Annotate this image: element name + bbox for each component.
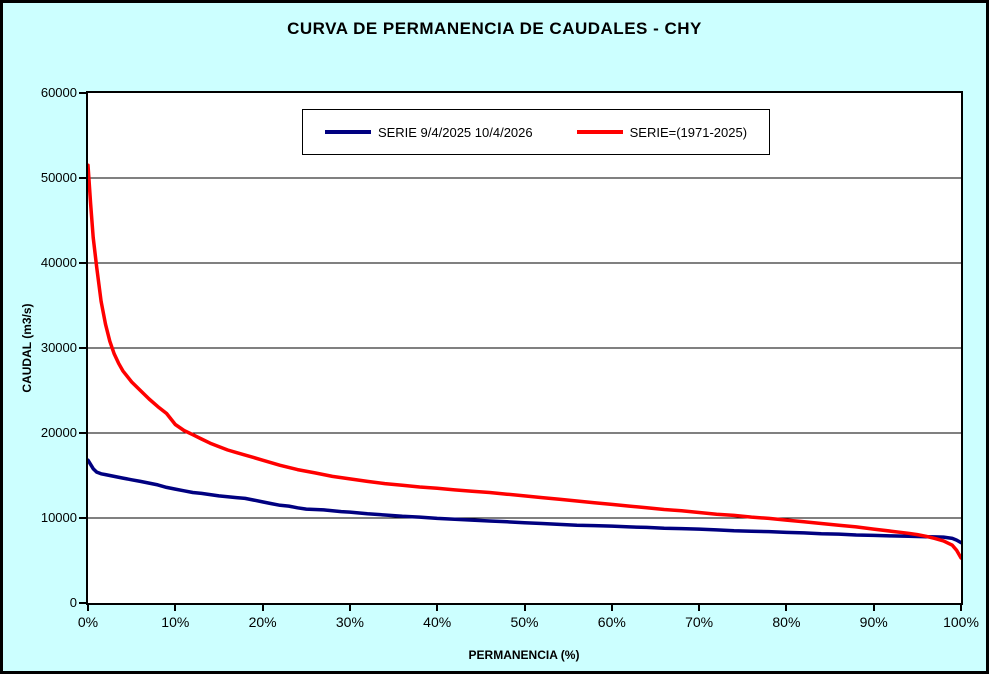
x-axis-tick-label: 50% (510, 614, 539, 630)
y-axis-tick-label: 60000 (40, 85, 77, 100)
y-axis-tick-label: 20000 (40, 425, 77, 440)
x-axis-tick (87, 603, 89, 611)
x-axis-tick (174, 603, 177, 611)
x-axis-tick (523, 603, 526, 611)
x-axis-tick-label: 10% (161, 614, 190, 630)
legend-label: SERIE 9/4/2025 10/4/2026 (377, 124, 533, 140)
legend-entry-series-historic: SERIE=(1971-2025) (576, 124, 748, 140)
y-axis-tick (79, 262, 88, 264)
x-axis-tick (785, 603, 788, 611)
y-axis-tick-label: 0 (69, 595, 77, 610)
series-line-1 (88, 163, 961, 560)
x-axis-tick (698, 603, 701, 611)
legend: SERIE 9/4/2025 10/4/2026 SERIE=(1971-202… (302, 109, 770, 155)
x-axis-tick-label: 60% (597, 614, 626, 630)
y-axis-tick (79, 92, 88, 94)
y-axis-tick (79, 347, 88, 349)
y-axis-tick-label: 50000 (40, 170, 77, 185)
legend-line-sample-red (576, 130, 623, 134)
x-axis-tick (436, 603, 439, 611)
y-axis-tick (79, 432, 88, 434)
plot-area: SERIE 9/4/2025 10/4/2026 SERIE=(1971-202… (86, 91, 963, 605)
x-axis-tick (872, 603, 875, 611)
legend-entry-series-2025: SERIE 9/4/2025 10/4/2026 (324, 124, 533, 140)
x-axis-tick-label: 40% (423, 614, 452, 630)
x-axis-title: PERMANENCIA (%) (468, 648, 580, 662)
y-axis-tick-label: 30000 (40, 340, 77, 355)
legend-line-sample-blue (324, 130, 371, 134)
y-axis-tick-label: 40000 (40, 255, 77, 270)
x-axis-tick (610, 603, 613, 611)
y-axis-tick (79, 177, 88, 179)
x-axis-tick-label: 100% (943, 614, 979, 630)
x-axis-tick-label: 0% (77, 614, 99, 630)
plot-canvas (88, 163, 961, 560)
legend-label: SERIE=(1971-2025) (629, 124, 748, 140)
x-axis-tick-label: 80% (772, 614, 801, 630)
y-axis-tick (79, 602, 88, 604)
chart-title: CURVA DE PERMANENCIA DE CAUDALES - CHY (287, 19, 702, 38)
x-axis-tick (261, 603, 264, 611)
x-axis-tick-label: 70% (685, 614, 714, 630)
x-axis-tick-label: 20% (248, 614, 277, 630)
y-axis-tick (79, 517, 88, 519)
x-axis-tick-label: 30% (335, 614, 364, 630)
x-axis-tick (348, 603, 351, 611)
series-line-0 (88, 458, 961, 545)
x-axis-tick-label: 90% (859, 614, 888, 630)
x-axis-tick (960, 603, 962, 611)
y-axis-tick-label: 10000 (40, 510, 77, 525)
